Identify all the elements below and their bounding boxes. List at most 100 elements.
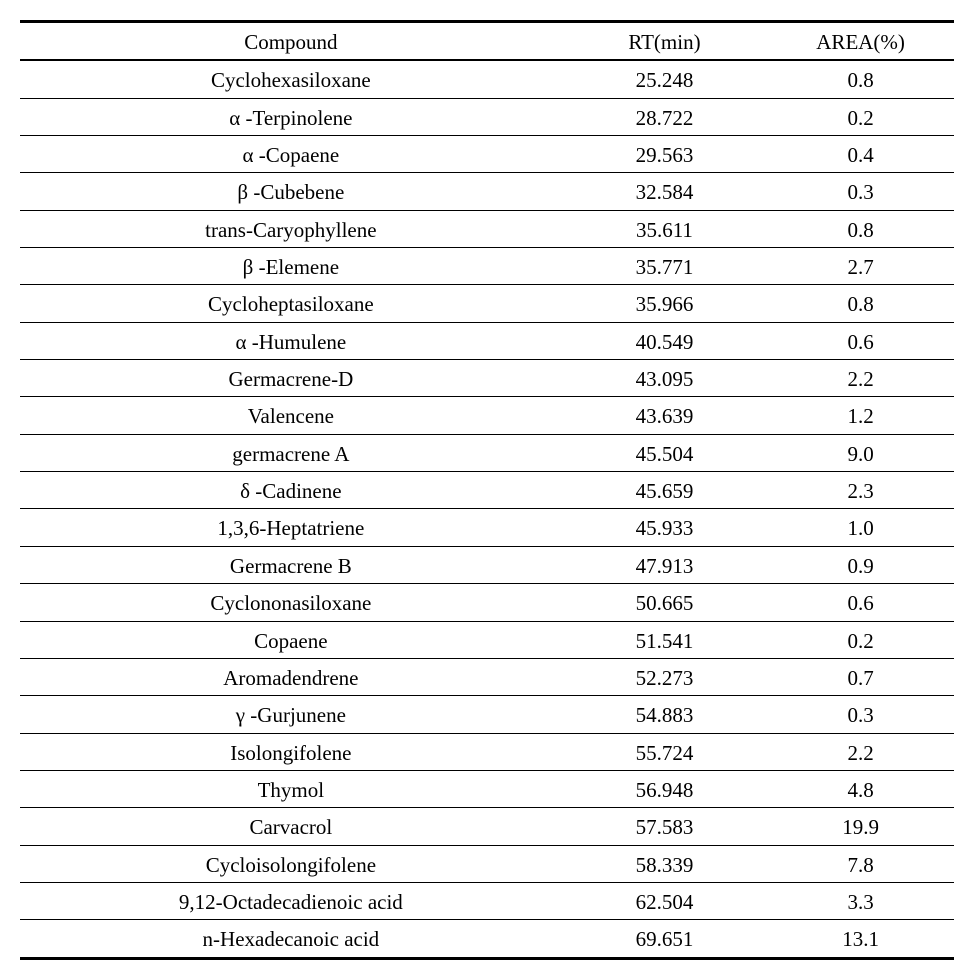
table-row: Aromadendrene 52.273 0.7 [20,658,954,695]
table-row: Cycloheptasiloxane 35.966 0.8 [20,285,954,322]
cell-compound: δ -Cadinene [20,472,562,509]
cell-area: 0.6 [767,322,954,359]
cell-compound: 1,3,6-Heptatriene [20,509,562,546]
cell-area: 2.2 [767,360,954,397]
cell-rt: 43.639 [562,397,767,434]
cell-compound: Aromadendrene [20,658,562,695]
cell-area: 1.2 [767,397,954,434]
cell-rt: 45.504 [562,434,767,471]
cell-area: 0.9 [767,546,954,583]
compound-table: Compound RT(min) AREA(%) Cyclohexasiloxa… [20,20,954,960]
cell-rt: 57.583 [562,808,767,845]
table-row: Carvacrol 57.583 19.9 [20,808,954,845]
cell-rt: 25.248 [562,60,767,98]
cell-compound: Carvacrol [20,808,562,845]
cell-area: 2.7 [767,248,954,285]
table-row: germacrene A 45.504 9.0 [20,434,954,471]
cell-area: 0.6 [767,584,954,621]
cell-area: 19.9 [767,808,954,845]
cell-compound: Valencene [20,397,562,434]
table-row: α -Terpinolene 28.722 0.2 [20,98,954,135]
cell-compound: β -Elemene [20,248,562,285]
cell-area: 2.2 [767,733,954,770]
cell-area: 7.8 [767,845,954,882]
cell-rt: 35.611 [562,210,767,247]
cell-area: 4.8 [767,770,954,807]
cell-rt: 51.541 [562,621,767,658]
cell-area: 0.8 [767,210,954,247]
table-row: β -Elemene 35.771 2.7 [20,248,954,285]
cell-compound: 9,12-Octadecadienoic acid [20,882,562,919]
cell-area: 3.3 [767,882,954,919]
table-row: Valencene 43.639 1.2 [20,397,954,434]
cell-compound: γ -Gurjunene [20,696,562,733]
cell-rt: 29.563 [562,136,767,173]
cell-area: 0.2 [767,98,954,135]
cell-rt: 55.724 [562,733,767,770]
table-row: α -Humulene 40.549 0.6 [20,322,954,359]
cell-area: 0.8 [767,285,954,322]
cell-rt: 52.273 [562,658,767,695]
cell-compound: Cycloisolongifolene [20,845,562,882]
col-header-rt: RT(min) [562,22,767,61]
cell-compound: Cyclononasiloxane [20,584,562,621]
cell-rt: 43.095 [562,360,767,397]
cell-compound: Cycloheptasiloxane [20,285,562,322]
table-row: Germacrene B 47.913 0.9 [20,546,954,583]
cell-rt: 69.651 [562,920,767,958]
table-row: Germacrene-D 43.095 2.2 [20,360,954,397]
table-body: Cyclohexasiloxane 25.248 0.8 α -Terpinol… [20,60,954,958]
cell-compound: Thymol [20,770,562,807]
cell-compound: Isolongifolene [20,733,562,770]
cell-compound: α -Copaene [20,136,562,173]
compound-table-container: Compound RT(min) AREA(%) Cyclohexasiloxa… [20,20,954,960]
cell-rt: 50.665 [562,584,767,621]
cell-rt: 35.966 [562,285,767,322]
table-row: δ -Cadinene 45.659 2.3 [20,472,954,509]
cell-rt: 45.659 [562,472,767,509]
cell-rt: 32.584 [562,173,767,210]
cell-compound: β -Cubebene [20,173,562,210]
cell-area: 0.7 [767,658,954,695]
table-row: 1,3,6-Heptatriene 45.933 1.0 [20,509,954,546]
cell-rt: 62.504 [562,882,767,919]
cell-compound: α -Humulene [20,322,562,359]
table-row: Copaene 51.541 0.2 [20,621,954,658]
table-row: Cycloisolongifolene 58.339 7.8 [20,845,954,882]
cell-rt: 54.883 [562,696,767,733]
table-row: trans-Caryophyllene 35.611 0.8 [20,210,954,247]
cell-rt: 47.913 [562,546,767,583]
table-row: 9,12-Octadecadienoic acid 62.504 3.3 [20,882,954,919]
cell-area: 1.0 [767,509,954,546]
cell-area: 9.0 [767,434,954,471]
table-row: n-Hexadecanoic acid 69.651 13.1 [20,920,954,958]
cell-compound: trans-Caryophyllene [20,210,562,247]
cell-rt: 58.339 [562,845,767,882]
cell-area: 0.4 [767,136,954,173]
cell-compound: α -Terpinolene [20,98,562,135]
cell-compound: Germacrene-D [20,360,562,397]
col-header-area: AREA(%) [767,22,954,61]
cell-compound: germacrene A [20,434,562,471]
table-header-row: Compound RT(min) AREA(%) [20,22,954,61]
table-row: Cyclohexasiloxane 25.248 0.8 [20,60,954,98]
cell-compound: Germacrene B [20,546,562,583]
cell-rt: 40.549 [562,322,767,359]
cell-rt: 28.722 [562,98,767,135]
cell-rt: 35.771 [562,248,767,285]
cell-rt: 56.948 [562,770,767,807]
cell-rt: 45.933 [562,509,767,546]
cell-compound: Cyclohexasiloxane [20,60,562,98]
table-row: α -Copaene 29.563 0.4 [20,136,954,173]
cell-area: 0.8 [767,60,954,98]
cell-area: 0.3 [767,696,954,733]
table-row: β -Cubebene 32.584 0.3 [20,173,954,210]
table-row: Thymol 56.948 4.8 [20,770,954,807]
table-row: Cyclononasiloxane 50.665 0.6 [20,584,954,621]
cell-compound: n-Hexadecanoic acid [20,920,562,958]
cell-area: 0.3 [767,173,954,210]
cell-area: 2.3 [767,472,954,509]
table-row: γ -Gurjunene 54.883 0.3 [20,696,954,733]
table-row: Isolongifolene 55.724 2.2 [20,733,954,770]
cell-compound: Copaene [20,621,562,658]
